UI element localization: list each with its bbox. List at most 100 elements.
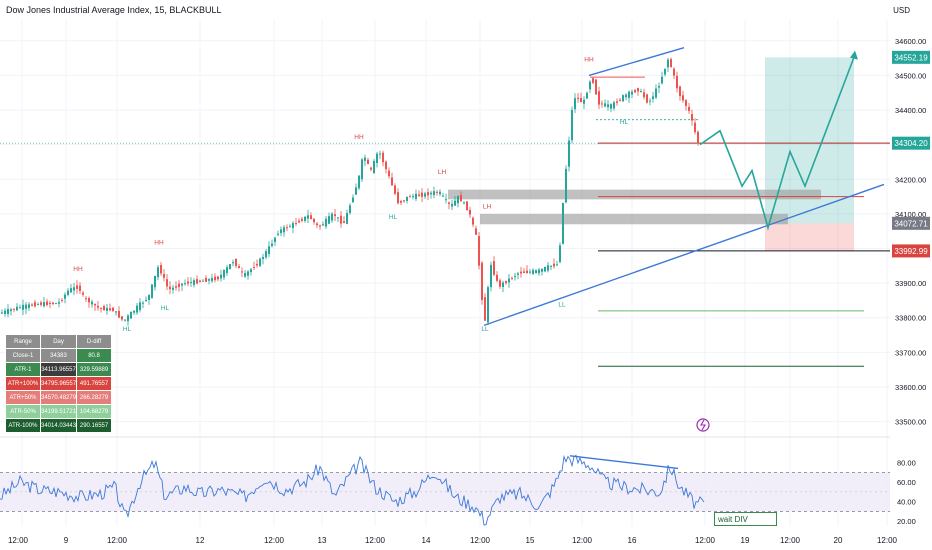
candle-body [673, 68, 675, 76]
price-tick-label: 34200.00 [895, 175, 926, 184]
candle-body [325, 218, 327, 227]
candle-body [556, 264, 558, 266]
candle-body [457, 195, 459, 204]
time-tick-label: 12:00 [470, 536, 491, 545]
candle-body [10, 309, 12, 312]
candle-body [643, 92, 645, 98]
chart-title: Dow Jones Industrial Average Index, 15, … [6, 5, 222, 15]
candle-body [631, 91, 633, 95]
price-tick-label: 34100.00 [895, 210, 926, 219]
structure-label: LH [438, 169, 447, 176]
candle-body [214, 276, 216, 281]
candle-body [421, 192, 423, 197]
price-tag [892, 216, 930, 230]
candle-body [277, 233, 279, 235]
atr-cell: 491.76557 [76, 376, 113, 391]
candle-body [481, 262, 483, 300]
atr-cell: ATR+50% [5, 390, 41, 405]
candle-body [463, 202, 465, 204]
candle-body [55, 303, 57, 305]
candle-body [529, 271, 531, 273]
candle-body [550, 265, 552, 267]
lightning-icon[interactable] [696, 418, 710, 432]
candle-body [337, 217, 339, 219]
price-tick-label: 33900.00 [895, 279, 926, 288]
candle-body [613, 102, 615, 109]
candle-body [679, 86, 681, 97]
candle-body [295, 223, 297, 225]
atr-cell: 104.68279 [76, 404, 113, 419]
candle-body [103, 306, 105, 311]
atr-row: Close-1 34383 80.8 [5, 348, 113, 363]
candle-body [46, 301, 48, 306]
candle-body [226, 267, 228, 274]
candle-body [445, 199, 447, 201]
price-levels [590, 76, 890, 367]
atr-header-row: Range Day D-diff [5, 334, 113, 349]
candle-body [436, 191, 438, 193]
price-tick-label: 33700.00 [895, 348, 926, 357]
time-tick-label: 12:00 [264, 536, 285, 545]
candle-body [415, 193, 417, 199]
atr-row: ATR-50% 34199.51721 104.68279 [5, 404, 113, 419]
candle-body [589, 81, 591, 90]
candle-body [190, 282, 192, 284]
candle-body [43, 302, 45, 307]
candle-body [598, 91, 600, 105]
candle-body [85, 298, 87, 300]
time-tick-label: 12:00 [780, 536, 801, 545]
atr-cell: 34014.03443 [39, 418, 78, 433]
atr-cell: ATR+100% [5, 376, 41, 391]
candle-body [451, 204, 453, 207]
candle-body [13, 308, 15, 310]
candle-body [379, 153, 381, 155]
price-tick-label: 33600.00 [895, 383, 926, 392]
candle-body [109, 308, 111, 311]
candle-body [424, 193, 426, 197]
candle-body [19, 307, 21, 309]
atr-cell: 329.59889 [76, 362, 113, 377]
candle-body [4, 310, 6, 314]
candle-body [574, 98, 576, 110]
candle-body [661, 76, 663, 84]
candle-body [514, 275, 516, 277]
candle-body [31, 304, 33, 306]
candle-body [616, 101, 618, 103]
candle-body [229, 264, 231, 270]
price-tick-label: 34500.00 [895, 71, 926, 80]
candle-body [511, 277, 513, 279]
candle-body [691, 114, 693, 121]
candle-body [400, 200, 402, 203]
atr-cell: 34795.96557 [39, 376, 78, 391]
candle-body [208, 279, 210, 281]
candle-body [649, 100, 651, 102]
candle-body [250, 269, 252, 273]
osc-tick-label: 80.00 [897, 459, 916, 468]
candle-body [523, 271, 525, 273]
candle-body [640, 91, 642, 93]
candle-body [382, 152, 384, 163]
candle-body [592, 78, 594, 83]
candle-body [367, 159, 369, 164]
candle-body [517, 273, 519, 275]
time-tick-label: 19 [741, 536, 750, 545]
price-tag-label: 34072.71 [894, 219, 928, 228]
candle-body [28, 304, 30, 308]
candle-body [154, 275, 156, 288]
candle-body [307, 215, 309, 219]
candle-body [316, 223, 318, 226]
candle-body [352, 197, 354, 203]
candles [1, 57, 699, 326]
candle-body [100, 307, 102, 309]
structure-label: HH [154, 239, 164, 246]
structure-label: HL [161, 305, 170, 312]
candle-body [580, 98, 582, 103]
candle-body [562, 202, 564, 244]
candle-body [328, 216, 330, 224]
structure-labels: HH HL HH HL HH HL LH LH LL LL HH HL [73, 57, 628, 333]
candle-body [688, 106, 690, 111]
candle-body [172, 287, 174, 290]
time-tick-label: 12:00 [877, 536, 898, 545]
atr-cell: 34383 [39, 348, 78, 363]
